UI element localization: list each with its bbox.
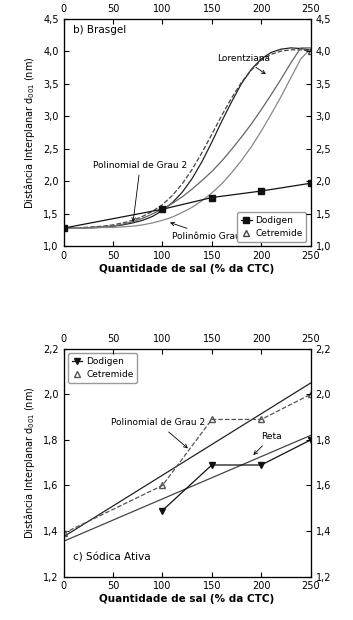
- Y-axis label: Distância Interplanar d$_{001}$ (nm): Distância Interplanar d$_{001}$ (nm): [23, 386, 37, 539]
- Text: Reta: Reta: [254, 432, 282, 454]
- Text: c) Sódica Ativa: c) Sódica Ativa: [73, 553, 151, 563]
- Y-axis label: Distância Interplanar d$_{001}$ (nm): Distância Interplanar d$_{001}$ (nm): [23, 56, 37, 209]
- Text: Polinômio Grau 3: Polinômio Grau 3: [171, 223, 250, 241]
- Text: Polinomial de Grau 2: Polinomial de Grau 2: [111, 418, 205, 448]
- Legend: Dodigen, Cetremide: Dodigen, Cetremide: [237, 212, 306, 242]
- Text: Polinomial de Grau 2: Polinomial de Grau 2: [93, 161, 187, 221]
- Text: Lorentziana: Lorentziana: [217, 54, 270, 74]
- Legend: Dodigen, Cetremide: Dodigen, Cetremide: [68, 353, 137, 383]
- X-axis label: Quantidade de sal (% da CTC): Quantidade de sal (% da CTC): [100, 264, 275, 274]
- X-axis label: Quantidade de sal (% da CTC): Quantidade de sal (% da CTC): [100, 594, 275, 604]
- Text: b) Brasgel: b) Brasgel: [73, 25, 127, 35]
